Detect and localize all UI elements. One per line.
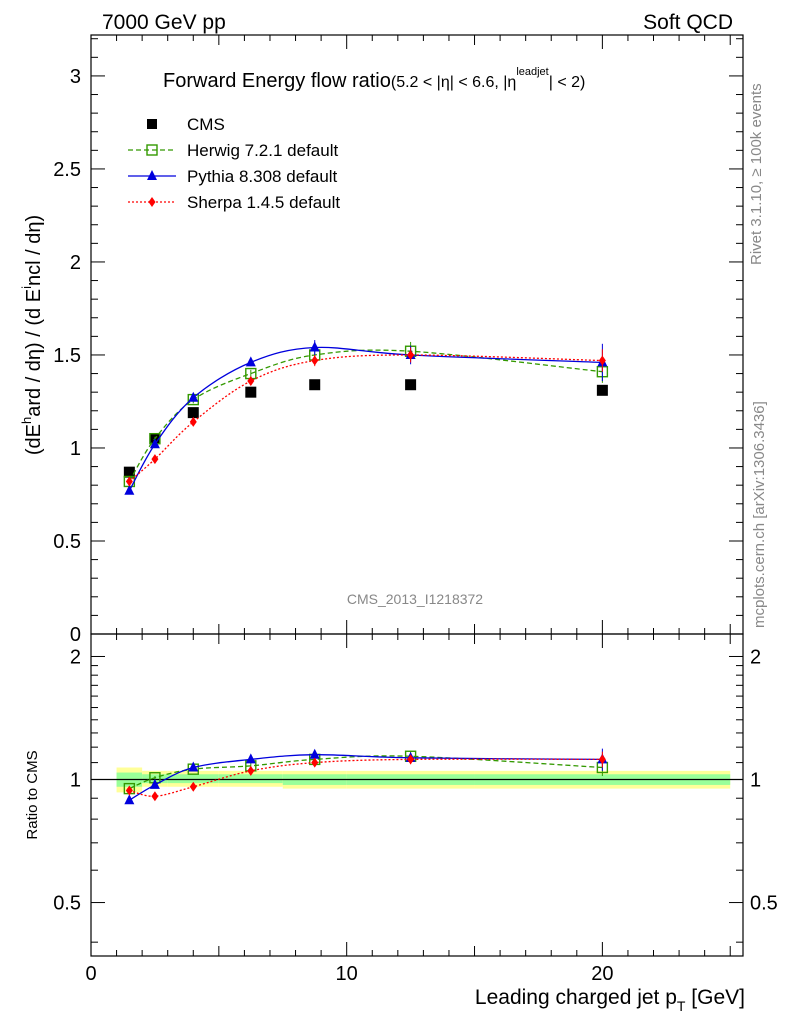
marker-square (187, 407, 199, 419)
marker-square (245, 386, 257, 398)
header-right: Soft QCD (643, 11, 733, 34)
ratio-y-tick-label: 0.5 (53, 893, 81, 915)
marker-diamond (151, 791, 159, 802)
marker-diamond (189, 416, 197, 427)
legend-label: Pythia 8.308 default (187, 167, 338, 186)
ratio-band-green (218, 774, 283, 784)
ratio-y-tick-label: 1 (70, 770, 81, 792)
legend-entry: Sherpa 1.4.5 default (128, 193, 340, 212)
ratio-axis-ticks: 0 10 20 0.5 0.5 1 1 2 2 (53, 634, 778, 985)
ratio-band-green (167, 774, 219, 784)
header-left: 7000 GeV pp (102, 11, 226, 34)
marker-open-square (146, 144, 158, 156)
marker-diamond (598, 355, 606, 366)
marker-diamond (151, 454, 159, 465)
legend-entry: Pythia 8.308 default (128, 167, 338, 186)
marker-triangle (188, 391, 199, 402)
ratio-y-tick-label: 2 (70, 646, 81, 668)
ratio-bands (91, 767, 743, 793)
legend-label: Sherpa 1.4.5 default (187, 193, 340, 212)
legend-label: CMS (187, 115, 225, 134)
marker-diamond (247, 765, 255, 776)
series-sherpa-1-4-5-default (125, 751, 606, 802)
marker-diamond (598, 754, 606, 765)
marker-diamond (189, 781, 197, 792)
chart-title: Forward Energy flow ratio(5.2 < |η| < 6.… (163, 66, 585, 92)
marker-triangle (147, 170, 157, 180)
x-tick-label: 0 (85, 963, 96, 985)
marker-square (405, 379, 417, 391)
series-sherpa-1-4-5-default (125, 347, 606, 487)
marker-triangle (124, 484, 135, 495)
marker-triangle (309, 748, 320, 759)
ratio-y-tick-label-right: 2 (750, 646, 761, 668)
ratio-y-tick-label-right: 0.5 (750, 893, 778, 915)
x-axis-title: Leading charged jet pT [GeV] (475, 986, 745, 1014)
marker-triangle (245, 356, 256, 367)
marker-diamond (311, 757, 319, 768)
marker-square (147, 119, 157, 129)
marker-triangle (149, 778, 160, 789)
main-y-tick-label: 1 (70, 438, 81, 460)
marker-diamond (125, 476, 133, 487)
series-line (128, 346, 603, 492)
mcplots-label: mcplots.cern.ch [arXiv:1306.3436] (751, 401, 768, 628)
marker-diamond (125, 785, 133, 796)
marker-diamond (148, 197, 156, 207)
main-y-tick-label: 1.5 (53, 345, 81, 367)
main-y-tick-label: 3 (70, 66, 81, 88)
ratio-y-tick-label-right: 1 (750, 770, 761, 792)
ratio-panel-frame (90, 633, 744, 957)
legend: CMS Herwig 7.2.1 default Pythia 8.308 defa… (128, 115, 340, 212)
analysis-watermark: CMS_2013_I1218372 (347, 591, 483, 607)
main-y-tick-label: 0 (70, 624, 81, 646)
marker-square (123, 466, 135, 478)
marker-square (309, 379, 321, 391)
series-line (128, 354, 603, 482)
rivet-label: Rivet 3.1.10, ≥ 100k events (748, 83, 765, 265)
marker-triangle (245, 753, 256, 764)
marker-triangle (309, 341, 320, 352)
legend-label: Herwig 7.2.1 default (187, 141, 338, 160)
x-tick-label: 10 (336, 963, 358, 985)
series-line (128, 349, 603, 482)
ratio-series (123, 748, 609, 805)
marker-diamond (407, 349, 415, 360)
marker-diamond (407, 754, 415, 765)
main-axis-ticks: 0 0.5 1 1.5 2 2.5 3 (53, 35, 743, 646)
marker-triangle (124, 794, 135, 805)
ratio-ylabel: Ratio to CMS (24, 750, 41, 839)
marker-diamond (311, 355, 319, 366)
main-series (123, 340, 609, 495)
main-y-tick-label: 2 (70, 252, 81, 274)
main-y-tick-label: 2.5 (53, 159, 81, 181)
legend-entry: CMS (147, 115, 225, 134)
legend-entry: Herwig 7.2.1 default (128, 141, 338, 160)
series-pythia-8-308-default (124, 748, 608, 805)
x-tick-label: 20 (591, 963, 613, 985)
marker-triangle (149, 438, 160, 449)
main-y-tick-label: 0.5 (53, 531, 81, 553)
marker-square (596, 384, 608, 396)
marker-diamond (247, 376, 255, 387)
main-ylabel: (dEhard / dη) / (d Eincl / dη) (19, 215, 45, 455)
marker-triangle (188, 761, 199, 772)
